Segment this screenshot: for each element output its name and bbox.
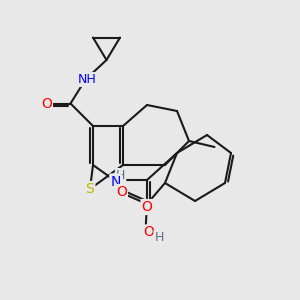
Text: S: S (85, 182, 94, 196)
Text: N: N (110, 175, 121, 188)
Text: O: O (142, 200, 152, 214)
Text: O: O (41, 97, 52, 110)
Text: H: H (116, 169, 125, 182)
Text: O: O (116, 185, 127, 199)
Text: H: H (154, 231, 164, 244)
Text: NH: NH (78, 73, 96, 86)
Text: O: O (144, 226, 154, 239)
